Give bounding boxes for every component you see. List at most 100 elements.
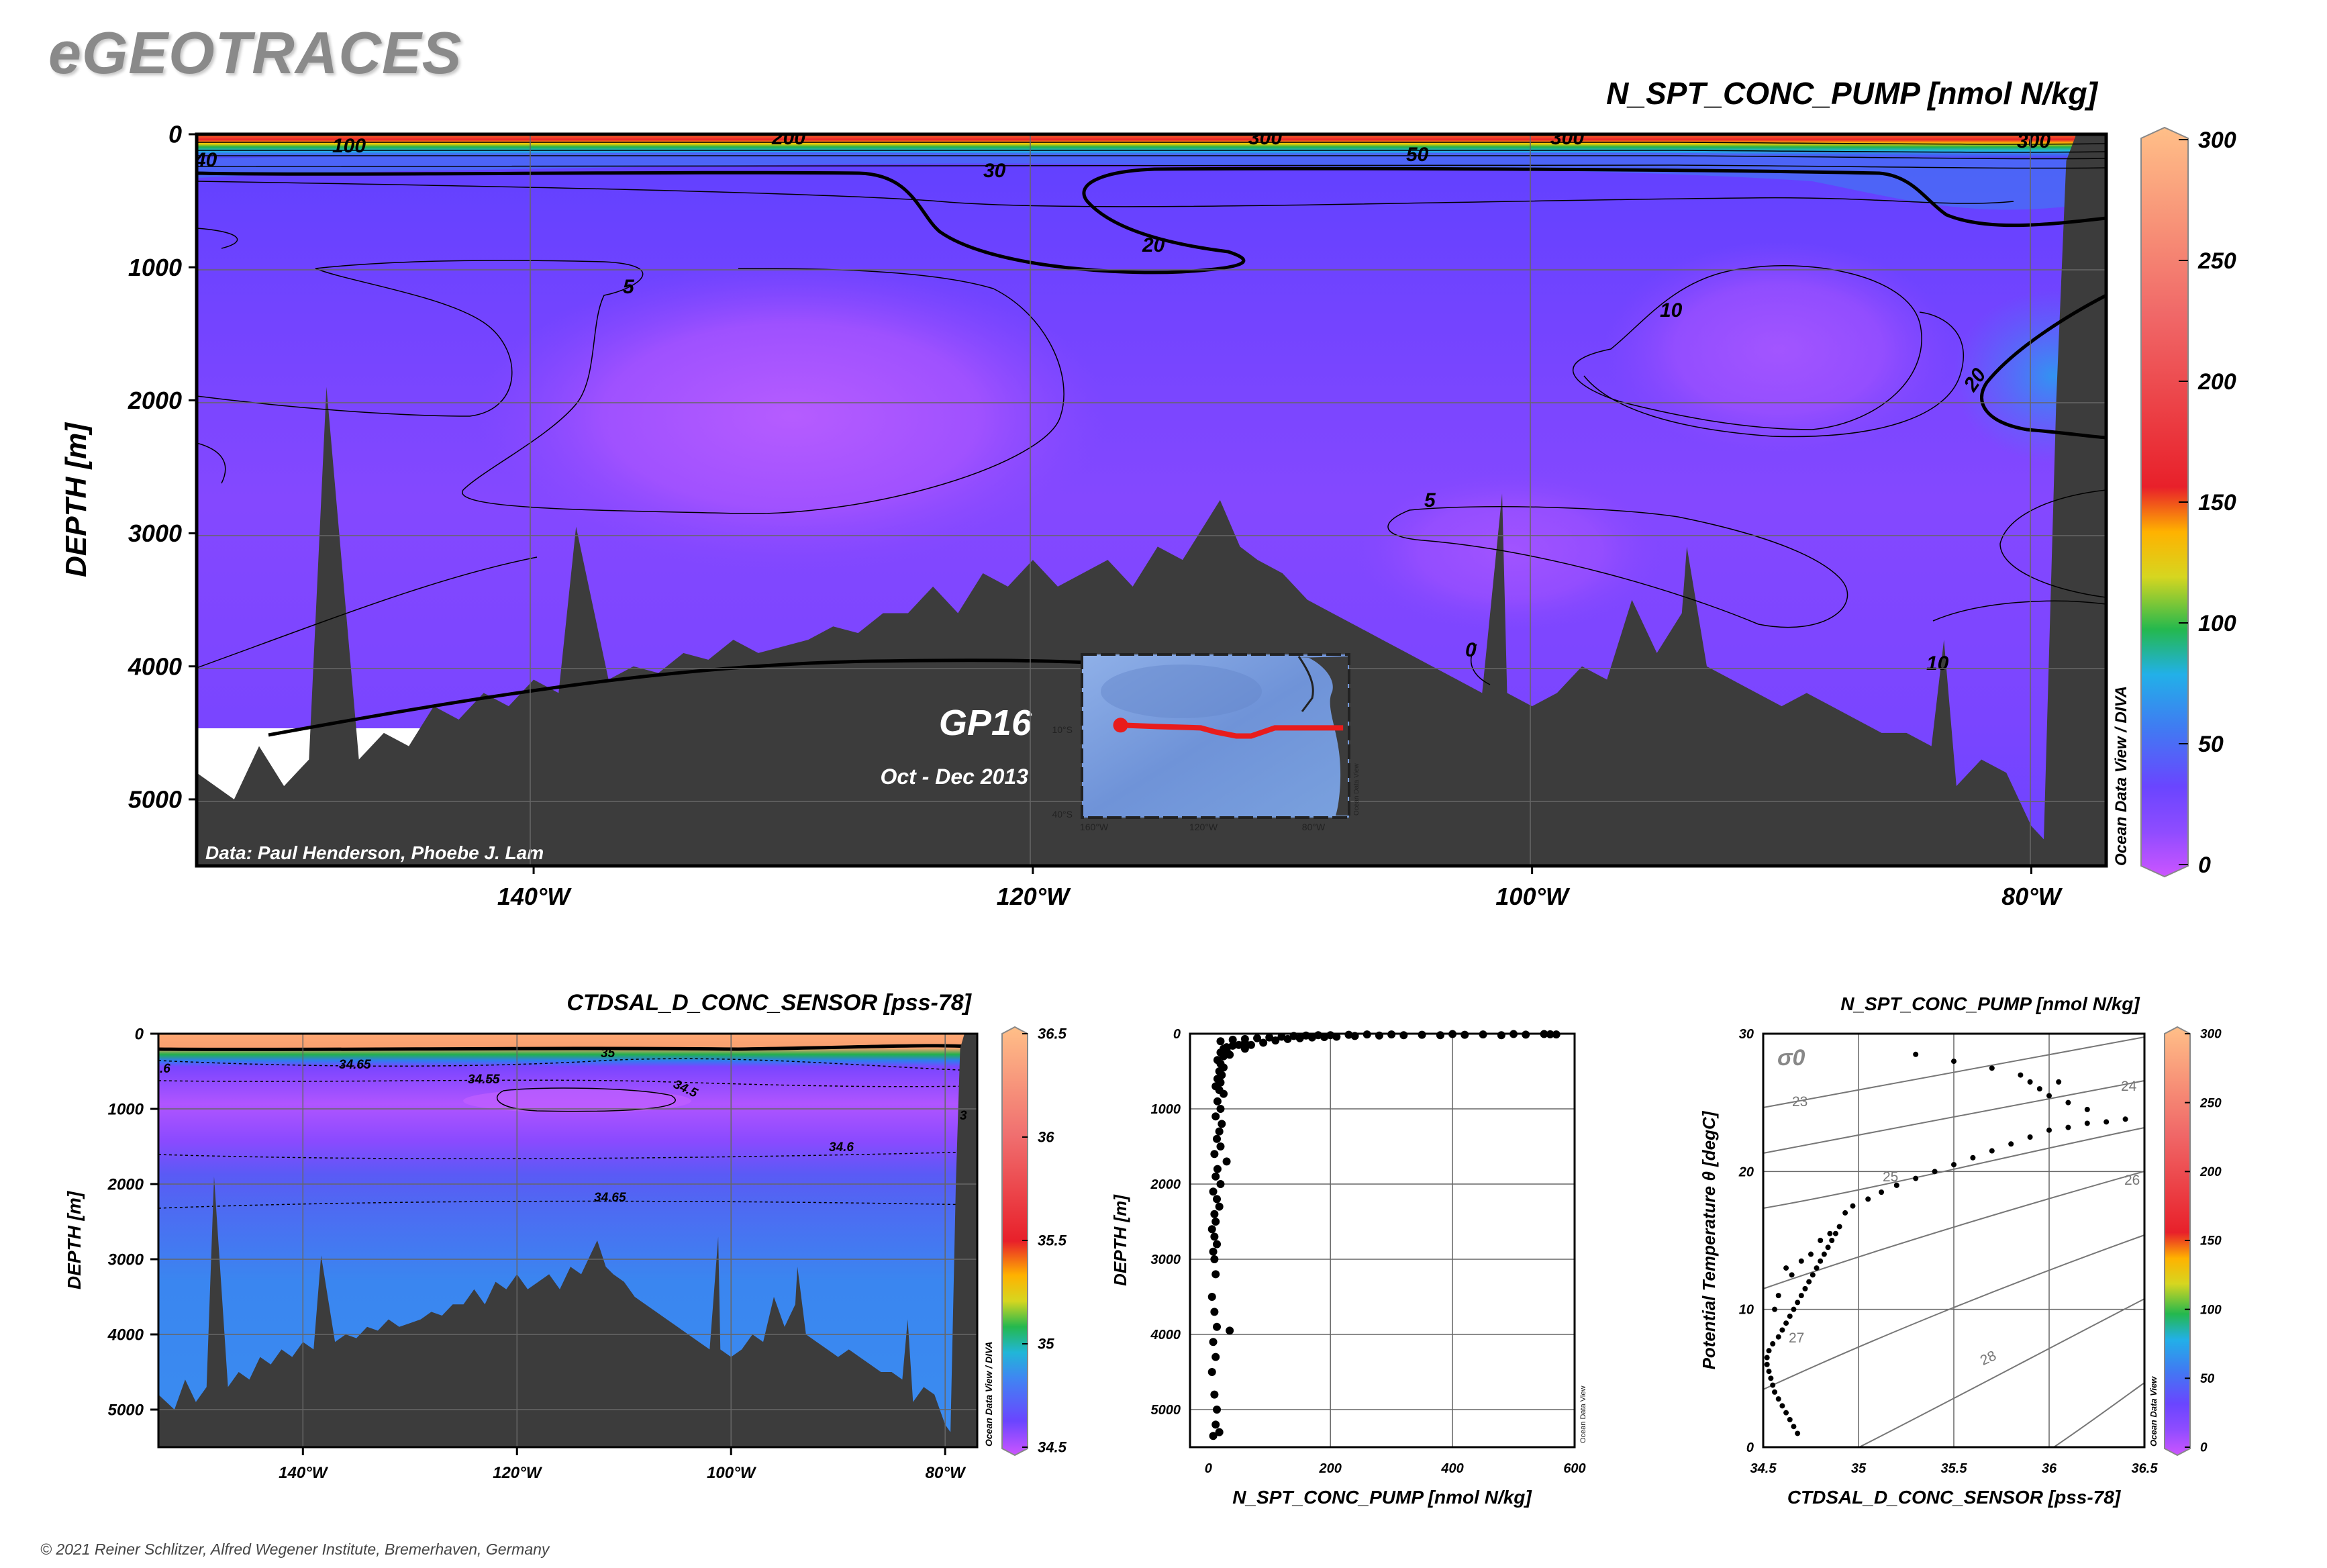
ts-point — [1893, 1182, 1899, 1188]
profile-point — [1210, 1255, 1219, 1263]
profile-point — [1211, 1218, 1220, 1226]
profile-point — [1226, 1326, 1234, 1335]
contour-label: 100 — [332, 135, 366, 157]
contour-label: 35 — [601, 1046, 615, 1061]
profile-x-axis-label: N_SPT_CONC_PUMP [nmol N/kg] — [1232, 1487, 1532, 1508]
x-tick-label: 80°W — [2001, 883, 2063, 910]
profile-point — [1399, 1031, 1408, 1040]
contour-label: 300 — [2017, 130, 2050, 152]
isopycnal-label: 23 — [1792, 1094, 1808, 1110]
profile-point — [1234, 1040, 1243, 1049]
colorbar-tick-label: 300 — [2198, 128, 2236, 153]
contour-label: 50 — [1406, 144, 1429, 166]
ts-points — [1764, 1051, 2128, 1436]
profile-point — [1211, 1420, 1220, 1429]
x-tick-label: 120°W — [997, 883, 1071, 910]
ts-point — [1814, 1265, 1820, 1271]
profile-point — [1522, 1030, 1530, 1039]
contour-label: 300 — [1550, 127, 1584, 149]
salinity-contour-labels: 34.65 35 34.55 34.5 34.6 34.65 .6 3 — [160, 1046, 967, 1205]
profile-point — [1332, 1032, 1341, 1041]
ts-point — [1783, 1265, 1789, 1271]
profile-point — [1215, 1202, 1224, 1211]
colorbar-tick-label: 150 — [2200, 1234, 2222, 1248]
profile-point — [1213, 1134, 1222, 1143]
ts-chart-title: N_SPT_CONC_PUMP [nmol N/kg] — [1840, 993, 2140, 1014]
ts-point — [2103, 1119, 2110, 1125]
inset-land — [1295, 656, 1348, 816]
contour-label: 5 — [623, 276, 635, 298]
ts-point — [1970, 1155, 1976, 1161]
profile-point — [1211, 1353, 1220, 1361]
profile-x-axis: 0 200 400 600 — [1205, 1461, 1586, 1476]
colorbar-tick-label: 36.5 — [1038, 1026, 1067, 1042]
profile-point — [1228, 1035, 1237, 1044]
y-tick-label: 4000 — [128, 652, 182, 680]
ts-point — [1779, 1403, 1785, 1409]
main-y-axis: 0 1000 2000 3000 4000 5000 — [128, 121, 197, 814]
inset-cruise-track — [1120, 722, 1344, 739]
profile-point — [1436, 1031, 1444, 1040]
colorbar-tick-label: 34.5 — [1038, 1439, 1067, 1456]
ts-point — [2027, 1079, 2033, 1085]
ts-plot-frame — [1762, 1032, 2146, 1449]
x-tick-label: 100°W — [707, 1464, 757, 1482]
isopycnal-label: 27 — [1789, 1330, 1804, 1346]
ts-point — [1850, 1203, 1856, 1209]
profile-point — [1460, 1030, 1469, 1039]
ts-y-axis-label: Potential Temperature θ [degC] — [1699, 1110, 1719, 1369]
ts-point — [2065, 1099, 2071, 1106]
colorbar-tick-label: 150 — [2198, 490, 2236, 516]
ts-x-axis: 34.5 35 35.5 36 36.5 — [1750, 1461, 2159, 1476]
ts-y-axis: 0 10 20 30 — [1738, 1027, 1754, 1455]
y-tick-label: 3000 — [1151, 1253, 1181, 1267]
colorbar-tick-label: 0 — [2198, 852, 2211, 878]
profile-point — [1210, 1150, 1219, 1159]
ts-colorbar: 0 50 100 150 200 250 300 Ocean Data View — [2148, 1026, 2222, 1457]
profile-point — [1375, 1031, 1383, 1040]
x-tick-label: 34.5 — [1750, 1461, 1777, 1476]
profile-point — [1215, 1428, 1224, 1436]
ts-point — [1913, 1175, 1919, 1181]
sigma-label: σ0 — [1777, 1045, 1805, 1071]
ts-point — [2046, 1127, 2052, 1133]
profile-point — [1209, 1338, 1218, 1346]
profile-point — [1213, 1165, 1222, 1173]
ts-point — [1789, 1272, 1795, 1278]
egeotraces-logo: eGEOTRACES — [48, 19, 462, 86]
y-tick-label: 20 — [1738, 1165, 1754, 1179]
y-tick-label: 5000 — [1151, 1403, 1181, 1418]
ts-point — [1879, 1189, 1885, 1195]
contour-label: 34.55 — [468, 1073, 500, 1087]
profile-point — [1350, 1032, 1359, 1040]
inset-odv-label: Ocean Data View — [1353, 763, 1360, 816]
profile-point — [1211, 1172, 1220, 1181]
profile-point — [1216, 1037, 1225, 1046]
ts-point — [1764, 1361, 1770, 1367]
cruise-name: GP16 — [939, 703, 1032, 743]
ts-point — [2056, 1079, 2062, 1085]
profile-point — [1320, 1033, 1329, 1042]
contour-label: 20 — [1142, 234, 1165, 256]
profile-point — [1211, 1112, 1220, 1121]
profile-point — [1448, 1030, 1457, 1038]
profile-point — [1211, 1270, 1220, 1279]
salinity-y-axis-label: DEPTH [m] — [64, 1190, 85, 1289]
ts-point — [2008, 1141, 2014, 1147]
profile-point — [1307, 1033, 1316, 1042]
profile-point — [1259, 1038, 1268, 1047]
profile-point — [1271, 1036, 1280, 1045]
x-tick-label: 600 — [1563, 1461, 1585, 1476]
ts-point — [2046, 1093, 2052, 1099]
ts-point — [1783, 1410, 1789, 1416]
ts-point — [1818, 1258, 1824, 1264]
x-tick-label: 0 — [1205, 1461, 1212, 1476]
salinity-chart-title: CTDSAL_D_CONC_SENSOR [pss-78] — [566, 990, 972, 1016]
main-colorbar: 0 50 100 150 200 250 300 Ocean Data View / DIV… — [2112, 126, 2236, 878]
ts-point — [1798, 1293, 1804, 1299]
ts-point — [1766, 1369, 1772, 1375]
profile-point — [1216, 1180, 1225, 1188]
profile-y-axis: 0 1000 2000 3000 4000 5000 — [1150, 1027, 1181, 1418]
ts-point — [1989, 1148, 1995, 1154]
profile-point — [1277, 1032, 1286, 1041]
